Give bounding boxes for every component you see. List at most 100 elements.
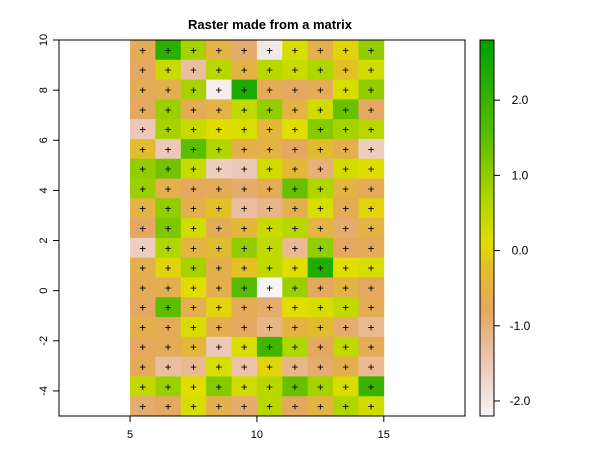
raster-cell <box>358 158 385 179</box>
cell-marker: + <box>165 123 172 136</box>
raster-cell <box>256 158 283 179</box>
raster-cell <box>206 99 232 120</box>
cell-marker: + <box>342 83 349 96</box>
cell-marker: + <box>342 182 349 195</box>
raster-cell <box>130 376 156 397</box>
raster-cell <box>130 356 156 377</box>
cell-marker: + <box>190 182 197 195</box>
cell-marker: + <box>216 163 223 176</box>
raster-cell <box>231 99 258 120</box>
colorbar-swatch <box>480 65 494 69</box>
raster-cell <box>333 257 359 278</box>
raster-cell <box>180 218 207 239</box>
raster-cell <box>256 297 283 318</box>
cell-marker: + <box>342 281 349 294</box>
colorbar-tick-label: 1.0 <box>512 168 529 182</box>
raster-cell <box>333 376 359 397</box>
cell-marker: + <box>266 361 273 374</box>
cell-marker: + <box>342 44 349 57</box>
colorbar-swatch <box>480 328 494 332</box>
colorbar-swatch <box>480 331 494 336</box>
cell-marker: + <box>266 143 273 156</box>
cell-marker: + <box>139 182 146 195</box>
colorbar-swatch <box>480 412 494 417</box>
colorbar-swatch <box>480 165 494 169</box>
raster-cell <box>333 297 359 318</box>
colorbar-swatch <box>480 347 494 351</box>
raster-cell <box>256 99 283 120</box>
cell-marker: + <box>190 103 197 116</box>
raster-cell <box>155 138 182 160</box>
cell-marker: + <box>216 301 223 314</box>
colorbar-swatch <box>480 334 494 339</box>
cell-marker: + <box>368 83 375 96</box>
colorbar-swatch <box>480 409 494 414</box>
raster-cell <box>256 336 283 358</box>
raster-cell <box>307 336 334 358</box>
raster-cell <box>282 336 309 358</box>
cell-marker: + <box>292 64 299 77</box>
colorbar-swatch <box>480 306 494 310</box>
x-tick-label: 5 <box>127 429 133 441</box>
colorbar-swatch <box>480 212 494 216</box>
raster-cell <box>155 376 182 397</box>
cell-marker: + <box>266 83 273 96</box>
cell-marker: + <box>241 163 248 176</box>
colorbar-swatch <box>480 303 494 307</box>
cell-marker: + <box>139 341 146 354</box>
cell-marker: + <box>216 202 223 215</box>
cell-marker: + <box>266 123 273 136</box>
colorbar-tick-label: -1.0 <box>510 319 531 333</box>
colorbar-swatch <box>480 381 494 386</box>
raster-cell <box>231 40 258 61</box>
raster-cell <box>256 198 283 219</box>
plot-frame <box>58 39 466 417</box>
colorbar-swatch <box>480 130 494 135</box>
cell-marker: + <box>165 341 172 354</box>
cell-marker: + <box>292 182 299 195</box>
raster-cell <box>333 119 359 140</box>
raster-cell <box>155 396 182 417</box>
raster-cell <box>282 396 309 417</box>
raster-cell <box>282 99 309 120</box>
colorbar-swatch <box>480 353 494 357</box>
cell-marker: + <box>368 202 375 215</box>
y-tick-label: -4 <box>38 386 50 396</box>
cell-marker: + <box>266 281 273 294</box>
raster-cell <box>155 79 182 100</box>
raster-cell <box>358 138 385 160</box>
colorbar-swatch <box>480 375 494 379</box>
colorbar-swatch <box>480 43 494 47</box>
y-tick-label: 10 <box>38 34 50 46</box>
cell-marker: + <box>342 380 349 393</box>
raster-cell <box>282 297 309 318</box>
colorbar-swatch <box>480 162 494 166</box>
cell-marker: + <box>292 361 299 374</box>
cell-marker: + <box>317 341 324 354</box>
colorbar-swatch <box>480 102 494 107</box>
cell-marker: + <box>190 202 197 215</box>
raster-cell <box>333 158 359 179</box>
cell-marker: + <box>292 83 299 96</box>
raster-cell <box>180 336 207 358</box>
cell-marker: + <box>368 262 375 275</box>
colorbar-swatch <box>480 121 494 126</box>
cell-marker: + <box>190 123 197 136</box>
colorbar-swatch <box>480 71 494 75</box>
colorbar-swatch <box>480 83 494 88</box>
raster-cell <box>307 277 334 298</box>
cell-marker: + <box>266 301 273 314</box>
colorbar-swatch <box>480 80 494 85</box>
cell-marker: + <box>216 281 223 294</box>
cell-marker: + <box>368 341 375 354</box>
colorbar-swatch <box>480 87 494 91</box>
colorbar-swatch <box>480 40 494 44</box>
cell-marker: + <box>165 400 172 413</box>
raster-cell <box>256 40 283 61</box>
colorbar-swatch <box>480 318 494 323</box>
raster-cell <box>206 198 232 219</box>
colorbar-swatch <box>480 152 494 157</box>
cell-marker: + <box>165 321 172 334</box>
cell-marker: + <box>266 64 273 77</box>
raster-cell <box>231 336 258 358</box>
